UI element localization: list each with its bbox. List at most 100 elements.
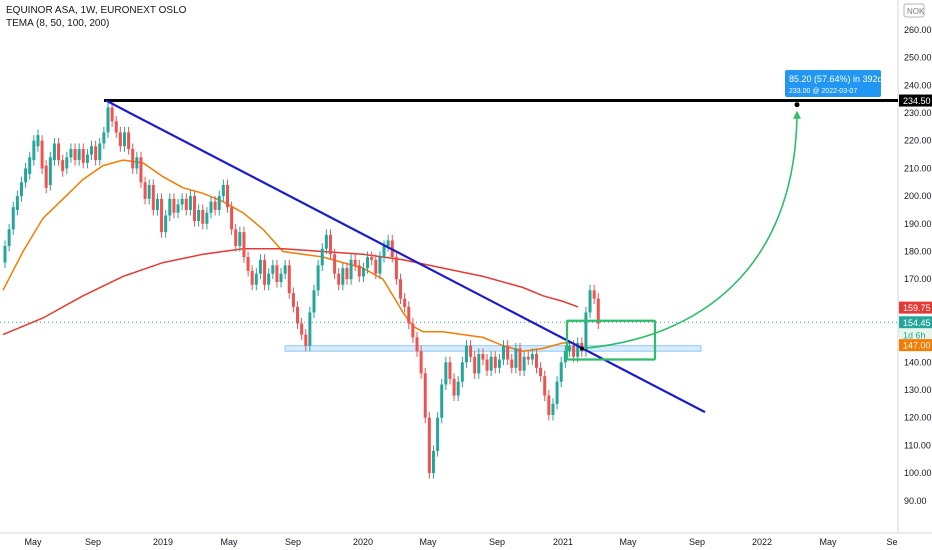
candle-body bbox=[407, 306, 411, 324]
candle-body bbox=[592, 290, 596, 299]
candle-body bbox=[90, 146, 94, 155]
candle-body bbox=[11, 207, 15, 230]
candle-body bbox=[242, 232, 246, 258]
candle-body bbox=[193, 196, 197, 222]
price-tick-label: 170.00 bbox=[904, 274, 932, 284]
measure-badge bbox=[785, 70, 881, 97]
candle-body bbox=[213, 201, 217, 210]
candle-body bbox=[69, 149, 73, 158]
candle-body bbox=[143, 182, 147, 199]
candle-body bbox=[534, 353, 538, 368]
time-tick-label: 2022 bbox=[752, 537, 772, 547]
candle-body bbox=[254, 273, 258, 285]
candle-body bbox=[205, 212, 209, 224]
symbol-title: EQUINOR ASA, 1W, EURONEXT OSLO bbox=[6, 5, 187, 16]
time-tick-label: May bbox=[619, 537, 637, 547]
candle-body bbox=[267, 273, 271, 285]
time-tick-label: Se bbox=[886, 537, 897, 547]
candle-body bbox=[502, 345, 506, 360]
candle-body bbox=[118, 132, 122, 147]
candle-body bbox=[275, 265, 279, 282]
candle-body bbox=[65, 157, 69, 169]
candle-body bbox=[349, 259, 353, 280]
candle-body bbox=[469, 345, 473, 357]
candle-body bbox=[283, 265, 287, 274]
candle-body bbox=[209, 201, 213, 213]
candle-body bbox=[522, 356, 526, 371]
candle-body bbox=[506, 345, 510, 360]
candle-body bbox=[304, 334, 308, 346]
candle-body bbox=[300, 323, 304, 335]
candle-body bbox=[81, 149, 85, 163]
candle-body bbox=[52, 143, 56, 161]
candle-body bbox=[477, 353, 481, 374]
candle-body bbox=[456, 381, 460, 396]
price-tick-label: 140.00 bbox=[904, 357, 932, 367]
candle-body bbox=[180, 198, 184, 205]
candle-body bbox=[221, 185, 225, 197]
candle-body bbox=[291, 293, 295, 307]
candle-body bbox=[238, 232, 242, 246]
currency-label: NOK bbox=[907, 7, 925, 16]
time-tick-label: May bbox=[220, 537, 238, 547]
candle-body bbox=[333, 254, 337, 274]
candle-body bbox=[539, 367, 543, 377]
candle-body bbox=[423, 373, 427, 418]
candle-body bbox=[147, 185, 151, 199]
candle-body bbox=[559, 362, 563, 382]
candle-body bbox=[287, 265, 291, 294]
candle-body bbox=[73, 149, 77, 161]
indicator-title: TEMA (8, 50, 100, 200) bbox=[6, 18, 110, 29]
candle-body bbox=[164, 215, 168, 233]
candle-body bbox=[122, 132, 126, 147]
candle-body bbox=[15, 196, 19, 210]
candle-body bbox=[201, 209, 205, 224]
last-price-badge: 154.45 bbox=[903, 318, 931, 328]
candle-body bbox=[481, 353, 485, 360]
countdown-badge-bg bbox=[899, 328, 932, 341]
candle-body bbox=[279, 273, 283, 282]
price-tick-label: 210.00 bbox=[904, 163, 932, 173]
candle-body bbox=[361, 268, 365, 277]
candle-body bbox=[588, 290, 592, 313]
candle-body bbox=[394, 257, 398, 280]
candle-body bbox=[320, 248, 324, 266]
candle-body bbox=[85, 154, 89, 163]
candle-body bbox=[44, 165, 48, 188]
measure-line-2: 233.00 @ 2022-03-07 bbox=[789, 88, 857, 95]
tema-red-price-badge-bg bbox=[899, 301, 932, 314]
candle-body bbox=[563, 351, 567, 363]
candle-body bbox=[452, 378, 456, 396]
time-tick-label: May bbox=[24, 537, 42, 547]
countdown-badge: 1d 6h bbox=[903, 330, 926, 340]
time-tick-label: May bbox=[419, 537, 437, 547]
candle-body bbox=[217, 196, 221, 210]
time-tick-label: Sep bbox=[85, 537, 101, 547]
candle-body bbox=[7, 229, 11, 246]
projection-arrowhead bbox=[793, 110, 801, 119]
candle-body bbox=[225, 185, 229, 208]
candle-body bbox=[399, 279, 403, 299]
candle-body bbox=[40, 140, 44, 169]
candle-body bbox=[28, 157, 32, 174]
candle-body bbox=[139, 157, 143, 183]
candle-body bbox=[155, 198, 159, 210]
candle-body bbox=[328, 234, 332, 255]
candle-body bbox=[296, 306, 300, 324]
price-tick-label: 230.00 bbox=[904, 108, 932, 118]
candle-body bbox=[127, 132, 131, 150]
price-tick-label: 110.00 bbox=[904, 440, 931, 450]
candle-body bbox=[510, 359, 514, 368]
time-tick-label: 2020 bbox=[353, 537, 373, 547]
candle-body bbox=[440, 384, 444, 418]
candle-body bbox=[234, 229, 238, 246]
candle-body bbox=[258, 259, 262, 274]
price-tick-label: 120.00 bbox=[904, 413, 932, 423]
time-tick-label: Sep bbox=[285, 537, 301, 547]
candle-body bbox=[94, 146, 98, 161]
candle-body bbox=[415, 337, 419, 352]
time-tick-label: 2019 bbox=[153, 537, 173, 547]
candle-body bbox=[353, 259, 357, 266]
candle-body bbox=[3, 245, 7, 263]
